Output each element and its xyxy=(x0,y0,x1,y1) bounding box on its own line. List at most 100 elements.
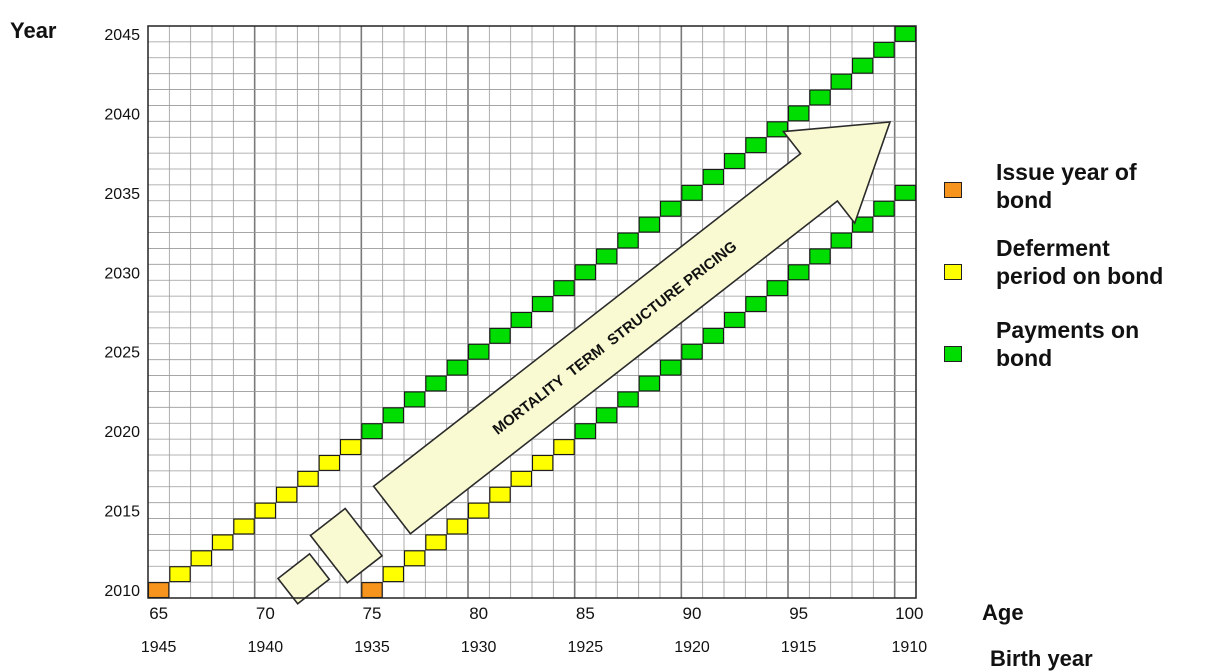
cell-payment xyxy=(702,168,725,185)
x-tick-label-age: 65 xyxy=(149,604,168,623)
cell-payment xyxy=(446,359,469,376)
cell-payment xyxy=(766,121,789,138)
cell-payment xyxy=(702,327,725,344)
cell-deferment xyxy=(190,550,213,567)
legend-item-issue: Issue year of bond xyxy=(944,158,1212,244)
y-axis-title: Year xyxy=(10,18,57,43)
x-tick-label-birth-year: 1930 xyxy=(461,639,497,656)
cell-deferment xyxy=(297,470,319,487)
cell-payment xyxy=(617,232,639,249)
x-tick-label-age: 70 xyxy=(256,604,275,623)
legend-label-deferment: Deferment period on bond xyxy=(996,235,1164,289)
cell-payment xyxy=(851,216,874,233)
annotation-arrow-shape xyxy=(372,121,892,535)
cell-payment xyxy=(723,311,746,328)
x-tick-label-birth-year: 1920 xyxy=(674,639,710,656)
cell-payment xyxy=(617,391,639,408)
cell-issue xyxy=(147,582,170,599)
cell-deferment xyxy=(233,518,255,535)
cell-deferment xyxy=(467,502,490,519)
cell-payment xyxy=(595,407,618,424)
legend-swatch-payment xyxy=(944,346,962,362)
cell-deferment xyxy=(254,502,277,519)
cell-deferment xyxy=(318,454,341,471)
cell-payment xyxy=(681,343,703,360)
cell-payment xyxy=(851,57,874,74)
cell-deferment xyxy=(425,534,447,551)
cell-deferment xyxy=(382,566,405,583)
cell-payment xyxy=(659,359,682,376)
annotation-arrow-block-2 xyxy=(309,507,384,584)
x-tick-label-birth-year: 1910 xyxy=(892,639,928,656)
cell-payment xyxy=(723,153,746,170)
plot-border xyxy=(147,25,917,599)
cell-deferment xyxy=(489,486,511,503)
cell-payment xyxy=(873,41,895,58)
cell-payment xyxy=(531,296,554,313)
x-axis-title-birth-year: Birth year xyxy=(990,646,1093,671)
cell-deferment xyxy=(169,566,191,583)
x-axis-title-age: Age xyxy=(982,600,1024,625)
cell-payment xyxy=(574,264,597,281)
y-tick-label: 2040 xyxy=(104,106,140,123)
cell-payment xyxy=(745,137,767,154)
legend-label-payment: Payments on bond xyxy=(996,317,1140,371)
cell-payment xyxy=(403,391,426,408)
legend: Issue year of bond Deferment period on b… xyxy=(944,158,1212,416)
x-tick-label-birth-year: 1925 xyxy=(568,639,604,656)
cell-payment xyxy=(595,248,618,265)
cell-deferment xyxy=(531,454,554,471)
y-tick-label: 2025 xyxy=(104,345,140,362)
cell-payment xyxy=(894,184,917,201)
cell-payment xyxy=(745,296,767,313)
legend-swatch-deferment xyxy=(944,264,962,280)
cell-payment xyxy=(553,280,575,297)
x-tick-label-age: 100 xyxy=(895,604,923,623)
chart-cells xyxy=(147,25,917,599)
cell-payment xyxy=(510,311,533,328)
x-tick-label-age: 75 xyxy=(363,604,382,623)
cell-payment xyxy=(382,407,405,424)
x-tick-label-birth-year: 1915 xyxy=(781,639,817,656)
cell-deferment xyxy=(446,518,469,535)
cell-payment xyxy=(809,248,831,265)
cell-payment xyxy=(873,200,895,217)
y-tick-label: 2010 xyxy=(104,583,140,600)
cell-payment xyxy=(638,375,661,392)
cell-deferment xyxy=(403,550,426,567)
cell-payment xyxy=(894,25,917,42)
x-tick-label-age: 90 xyxy=(683,604,702,623)
legend-label-issue: Issue year of bond xyxy=(996,159,1137,213)
cell-payment xyxy=(638,216,661,233)
cell-deferment xyxy=(510,470,533,487)
cell-payment xyxy=(659,200,682,217)
x-tick-label-birth-year: 1935 xyxy=(354,639,390,656)
y-tick-label: 2020 xyxy=(104,424,140,441)
legend-item-payment: Payments on bond xyxy=(944,317,1212,416)
cell-payment xyxy=(787,264,810,281)
x-tick-label-birth-year: 1945 xyxy=(141,639,177,656)
cell-payment xyxy=(425,375,447,392)
cell-payment xyxy=(830,73,853,90)
cell-payment xyxy=(361,423,383,440)
legend-swatch-issue xyxy=(944,182,962,198)
annotation-arrow-block-1 xyxy=(276,552,331,605)
cell-payment xyxy=(809,89,831,106)
x-tick-label-birth-year: 1940 xyxy=(248,639,284,656)
x-tick-label-age: 80 xyxy=(469,604,488,623)
y-tick-label: 2015 xyxy=(104,504,140,521)
y-tick-label: 2030 xyxy=(104,265,140,282)
cell-deferment xyxy=(275,486,298,503)
x-tick-label-age: 95 xyxy=(789,604,808,623)
cell-deferment xyxy=(339,439,362,456)
cell-deferment xyxy=(553,439,575,456)
cell-deferment xyxy=(211,534,234,551)
cell-payment xyxy=(574,423,597,440)
axis-labels: Year Age Birth year 2010 2015 2020 2025 2030… xyxy=(10,18,1093,671)
cell-payment xyxy=(681,184,703,201)
cell-payment xyxy=(766,280,789,297)
y-tick-label: 2045 xyxy=(104,27,140,44)
y-tick-label: 2035 xyxy=(104,186,140,203)
x-tick-label-age: 85 xyxy=(576,604,595,623)
